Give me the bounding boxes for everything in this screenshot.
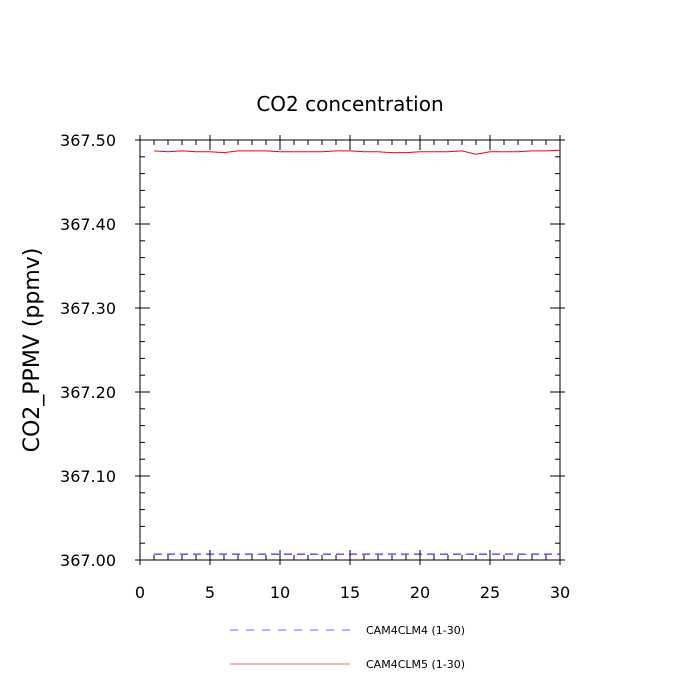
chart-title: CO2 concentration — [256, 92, 443, 116]
x-tick-label: 0 — [135, 583, 145, 602]
y-tick-label: 367.40 — [60, 215, 116, 234]
x-tick-label: 25 — [480, 583, 500, 602]
y-tick-label: 367.20 — [60, 383, 116, 402]
legend-label-1: CAM4CLM4 (1-30) — [366, 624, 465, 637]
x-tick-label: 30 — [550, 583, 570, 602]
y-tick-label: 367.00 — [60, 551, 116, 570]
y-tick-label: 367.50 — [60, 131, 116, 150]
data-series — [153, 149, 561, 555]
x-tick-label: 15 — [340, 583, 360, 602]
y-tick-label: 367.10 — [60, 467, 116, 486]
legend-label-2: CAM4CLM5 (1-30) — [366, 658, 465, 671]
axis-ticks — [135, 135, 565, 565]
y-tick-label: 367.30 — [60, 299, 116, 318]
series-line-2 — [153, 149, 561, 155]
x-tick-label: 20 — [410, 583, 430, 602]
y-axis-label: CO2_PPMV (ppmv) — [20, 248, 45, 453]
axis-tick-labels: 0 5 10 15 20 25 30 367.00 367.10 367.20 367.30 367.… — [60, 131, 570, 602]
legend: CAM4CLM4 (1-30) CAM4CLM5 (1-30) — [230, 624, 465, 671]
x-tick-label: 5 — [205, 583, 215, 602]
plot-frame — [139, 139, 561, 561]
x-tick-label: 10 — [270, 583, 290, 602]
